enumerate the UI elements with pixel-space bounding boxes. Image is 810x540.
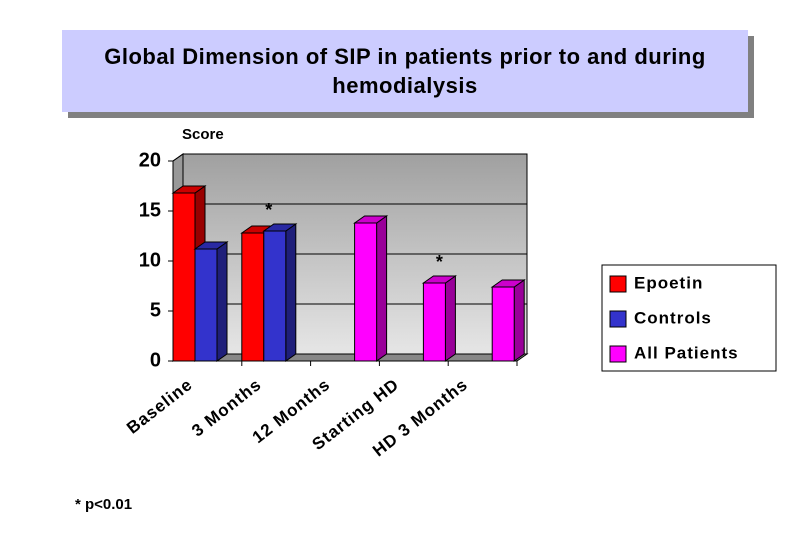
legend-label: All Patients (634, 343, 739, 362)
legend-box (601, 264, 777, 372)
y-tick-label: 10 (139, 249, 161, 271)
bar (354, 222, 378, 362)
legend-swatch (609, 310, 627, 328)
bar-side (444, 275, 456, 362)
annotation: * (436, 252, 443, 272)
chart-title: Global Dimension of SIP in patients prio… (62, 30, 748, 112)
bar (172, 192, 196, 362)
bar-side (216, 241, 228, 362)
grid-line (172, 153, 184, 162)
footnote: * p<0.01 (75, 496, 132, 513)
annotation: * (265, 200, 272, 220)
bar (491, 286, 515, 362)
bar (422, 282, 446, 362)
legend-label: Controls (634, 308, 712, 327)
x-tick-label: Baseline (123, 375, 196, 438)
y-tick-label: 5 (150, 299, 161, 321)
y-axis-label: Score (182, 126, 224, 143)
legend-swatch (609, 275, 627, 293)
y-tick-label: 20 (139, 149, 161, 171)
legend-label: Epoetin (634, 273, 703, 292)
bar-side (376, 215, 388, 362)
legend-swatch (609, 345, 627, 363)
bar-side (285, 223, 297, 362)
bar (241, 232, 265, 362)
bar (194, 248, 218, 362)
y-tick-label: 0 (150, 349, 161, 371)
bar-side (513, 279, 525, 362)
bar (263, 230, 287, 362)
y-tick-label: 15 (139, 199, 161, 221)
